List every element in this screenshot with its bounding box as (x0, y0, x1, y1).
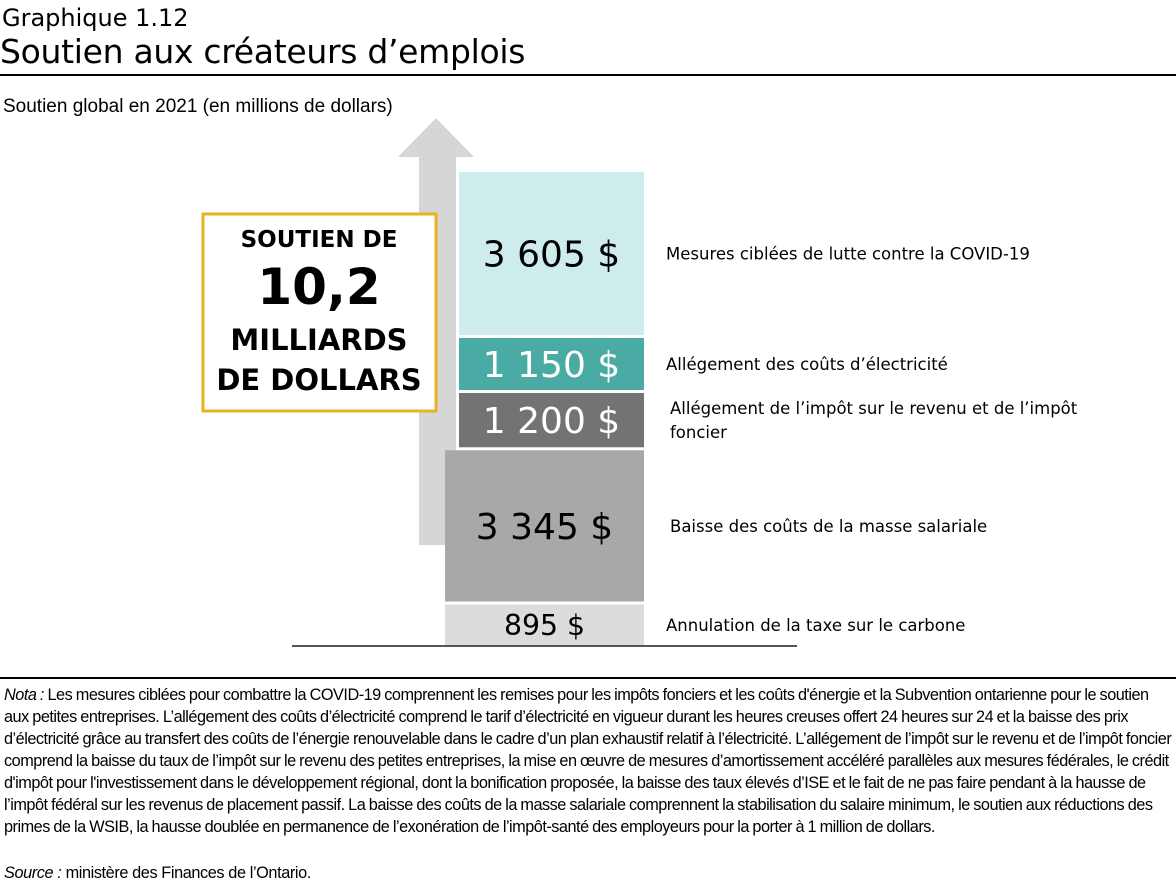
bar-segment-2 (445, 450, 644, 602)
segment-category-label-1: Annulation de la taxe sur le carbone (666, 616, 965, 635)
graph-number: Graphique 1.12 (2, 4, 189, 32)
callout-total-value: 10,2 (257, 258, 380, 316)
segment-category-label-5: Mesures ciblées de lutte contre la COVID… (666, 245, 1030, 264)
callout-line-3: MILLIARDS (230, 323, 407, 357)
chart-subtitle: Soutien global en 2021 (en millions de d… (3, 96, 393, 117)
bar-segment-1 (445, 604, 644, 645)
segment-value-label-1: 895 $ (504, 609, 585, 642)
note-text: Les mesures ciblées pour combattre la CO… (4, 686, 1172, 836)
source-lead: Source : (4, 864, 62, 882)
callout-line-4: DE DOLLARS (216, 363, 421, 397)
bar-segments: 895 $ Annulation de la taxe sur le carbon… (445, 172, 1078, 645)
chart-title: Soutien aux créateurs d’emplois (0, 32, 526, 71)
segment-category-label-3: Allégement de l’impôt sur le revenu et d… (670, 399, 1078, 442)
bar-segment-3 (459, 393, 644, 448)
stacked-bar-chart: 895 $ Annulation de la taxe sur le carbon… (201, 118, 1078, 647)
callout-line-1: SOUTIEN DE (241, 227, 398, 253)
segment-category-label-4: Allégement des coûts d’électricité (666, 355, 948, 374)
segment-category-label-2: Baisse des coûts de la masse salariale (670, 517, 987, 536)
chart-note: Nota : Les mesures ciblées pour combattr… (4, 684, 1174, 838)
segment-value-label-3: 1 200 $ (483, 401, 620, 442)
source-text: ministère des Finances de l’Ontario. (65, 864, 312, 882)
segment-value-label-2: 3 345 $ (476, 507, 613, 548)
chart-source: Source : ministère des Finances de l’Ont… (4, 864, 311, 883)
bar-segment-5 (459, 172, 644, 336)
notes-rule (0, 677, 1176, 679)
segment-value-label-4: 1 150 $ (483, 345, 620, 386)
title-rule (0, 74, 1176, 76)
note-lead: Nota : (4, 686, 44, 704)
segment-value-label-5: 3 605 $ (483, 234, 620, 275)
total-callout: SOUTIEN DE 10,2 MILLIARDS DE DOLLARS (201, 212, 438, 413)
callout-box (201, 212, 438, 413)
bar-segment-4 (459, 338, 644, 391)
